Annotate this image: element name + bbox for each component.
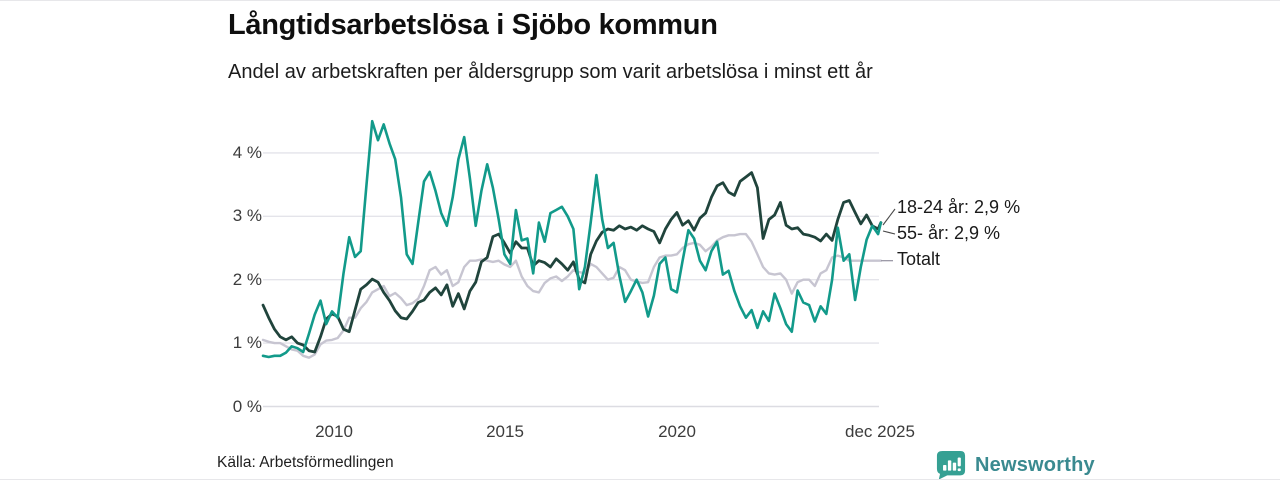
y-tick-3: 3 %: [232, 206, 262, 225]
series-line-55-r: [261, 171, 883, 354]
page-subtitle: Andel av arbetskraften per åldersgrupp s…: [228, 61, 873, 83]
x-tick-2015: 2015: [486, 422, 524, 441]
y-tick-0: 0 %: [232, 397, 262, 416]
y-tick-4: 4 %: [232, 143, 262, 162]
connector-55: [882, 230, 896, 235]
connector-18-24: [882, 208, 896, 226]
x-tick-2020: 2020: [658, 422, 696, 441]
x-tick-dec-2025: dec 2025: [845, 422, 915, 441]
legend-label-totalt: Totalt: [897, 249, 941, 269]
page-title: Långtidsarbetslösa i Sjöbo kommun: [228, 9, 718, 41]
y-tick-1: 1 %: [232, 333, 262, 352]
legend-label-18-24: 18-24 år: 2,9 %: [897, 197, 1021, 217]
source-note: Källa: Arbetsförmedlingen: [217, 454, 394, 471]
y-tick-2: 2 %: [232, 270, 262, 289]
x-tick-2010: 2010: [315, 422, 353, 441]
series-line-18-24-r: [261, 119, 883, 359]
brand-wordmark: Newsworthy: [975, 453, 1095, 476]
brand-logo: Newsworthy: [936, 450, 1095, 479]
legend-label-55: 55- år: 2,9 %: [897, 223, 1001, 243]
newsworthy-bar-chart-bubble-icon: [936, 450, 966, 479]
series-line-totalt: [261, 232, 883, 359]
